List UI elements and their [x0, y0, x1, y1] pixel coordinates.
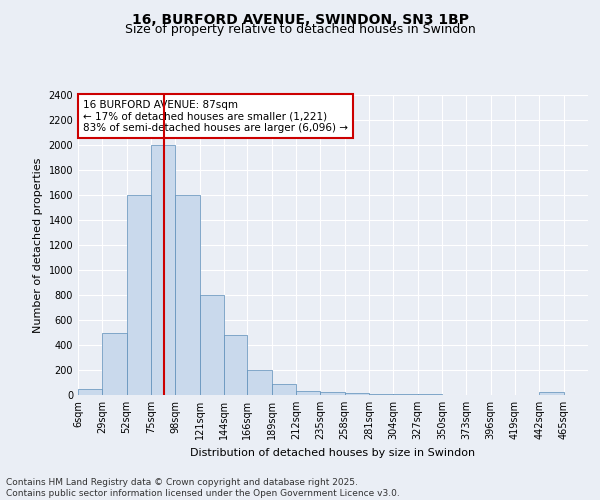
Bar — [224, 335, 247, 395]
Text: 16, BURFORD AVENUE, SWINDON, SN3 1BP: 16, BURFORD AVENUE, SWINDON, SN3 1BP — [131, 12, 469, 26]
Bar — [272, 384, 296, 395]
Bar — [151, 145, 175, 395]
Bar — [78, 389, 103, 395]
Bar — [344, 393, 369, 395]
X-axis label: Distribution of detached houses by size in Swindon: Distribution of detached houses by size … — [190, 448, 476, 458]
Bar — [369, 394, 394, 395]
Text: Size of property relative to detached houses in Swindon: Size of property relative to detached ho… — [125, 22, 475, 36]
Text: Contains HM Land Registry data © Crown copyright and database right 2025.
Contai: Contains HM Land Registry data © Crown c… — [6, 478, 400, 498]
Y-axis label: Number of detached properties: Number of detached properties — [33, 158, 43, 332]
Bar — [247, 370, 272, 395]
Bar — [418, 394, 442, 395]
Bar — [127, 195, 151, 395]
Text: 16 BURFORD AVENUE: 87sqm
← 17% of detached houses are smaller (1,221)
83% of sem: 16 BURFORD AVENUE: 87sqm ← 17% of detach… — [83, 100, 348, 132]
Bar — [296, 390, 320, 395]
Bar — [539, 392, 563, 395]
Bar — [175, 195, 200, 395]
Bar — [320, 392, 344, 395]
Bar — [394, 394, 418, 395]
Bar — [103, 332, 127, 395]
Bar — [200, 295, 224, 395]
